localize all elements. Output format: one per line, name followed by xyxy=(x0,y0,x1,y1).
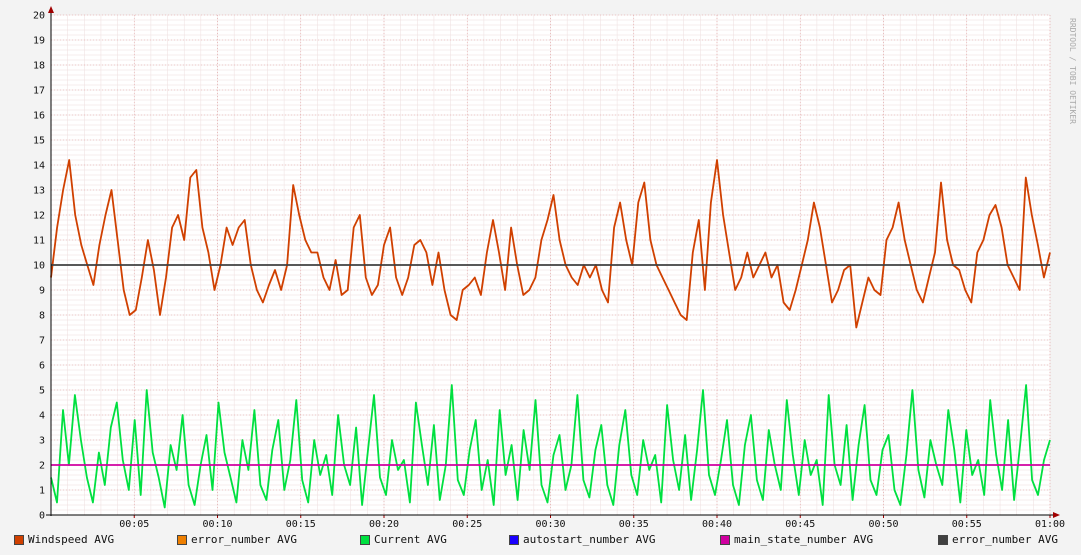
y-axis-arrow xyxy=(48,6,54,13)
legend-swatch xyxy=(360,534,370,545)
legend-swatch xyxy=(509,534,519,545)
y-tick-label: 13 xyxy=(33,186,45,197)
legend-label: autostart_number AVG xyxy=(523,533,656,546)
series-line-windspeed-avg xyxy=(50,159,1051,329)
x-tick-label: 00:50 xyxy=(868,519,898,530)
x-tick-label: 00:45 xyxy=(785,519,815,530)
series-lines xyxy=(50,159,1051,509)
legend-label: error_number AVG xyxy=(952,533,1058,546)
legend-item: autostart_number AVG xyxy=(509,533,655,546)
y-tick-label: 1 xyxy=(39,486,45,497)
legend: Windspeed AVG error_number AVG Current AVG… xyxy=(0,533,1081,551)
y-tick-label: 14 xyxy=(33,161,45,172)
legend-item: error_number AVG xyxy=(177,533,297,546)
y-tick-label: 16 xyxy=(33,111,45,122)
x-tick-label: 00:05 xyxy=(119,519,149,530)
y-tick-label: 10 xyxy=(33,261,45,272)
x-tick-label: 00:10 xyxy=(202,519,232,530)
y-tick-label: 5 xyxy=(39,386,45,397)
legend-swatch xyxy=(720,534,730,545)
x-tick-label: 00:25 xyxy=(452,519,482,530)
legend-swatch xyxy=(177,534,187,545)
series-line-current-avg xyxy=(50,384,1051,509)
y-tick-label: 15 xyxy=(33,136,45,147)
y-tick-label: 11 xyxy=(33,236,45,247)
watermark: RRDTOOL / TOBI OETIKER xyxy=(1068,18,1077,124)
legend-label: main_state_number AVG xyxy=(734,533,874,546)
legend-label: Windspeed AVG xyxy=(28,533,115,546)
y-tick-label: 9 xyxy=(39,286,45,297)
legend-item: error_number AVG xyxy=(938,533,1058,546)
y-tick-label: 3 xyxy=(39,436,45,447)
legend-label: Current AVG xyxy=(374,533,447,546)
y-tick-label: 6 xyxy=(39,361,45,372)
x-axis-arrow xyxy=(1053,512,1060,518)
x-tick-label: 01:00 xyxy=(1035,519,1065,530)
x-tick-label: 00:40 xyxy=(702,519,732,530)
y-tick-label: 17 xyxy=(33,86,45,97)
y-tick-label: 19 xyxy=(33,36,45,47)
y-tick-label: 2 xyxy=(39,461,45,472)
x-tick-label: 00:55 xyxy=(952,519,982,530)
y-tick-label: 20 xyxy=(33,11,45,22)
x-tick-label: 00:20 xyxy=(369,519,399,530)
x-tick-label: 00:30 xyxy=(535,519,565,530)
y-tick-label: 12 xyxy=(33,211,45,222)
y-tick-label: 0 xyxy=(39,511,45,522)
legend-swatch xyxy=(14,534,24,545)
legend-label: error_number AVG xyxy=(191,533,297,546)
legend-item: Current AVG xyxy=(360,533,447,546)
legend-item: Windspeed AVG xyxy=(14,533,114,546)
y-tick-label: 8 xyxy=(39,311,45,322)
legend-swatch xyxy=(938,534,948,545)
legend-item: main_state_number AVG xyxy=(720,533,873,546)
x-tick-label: 00:35 xyxy=(619,519,649,530)
x-tick-label: 00:15 xyxy=(286,519,316,530)
x-axis: 00:05 00:10 00:15 00:20 00:25 00:30 00:35 00:40… xyxy=(119,515,1065,530)
y-tick-label: 7 xyxy=(39,336,45,347)
y-tick-label: 4 xyxy=(39,411,45,422)
y-tick-label: 18 xyxy=(33,61,45,72)
